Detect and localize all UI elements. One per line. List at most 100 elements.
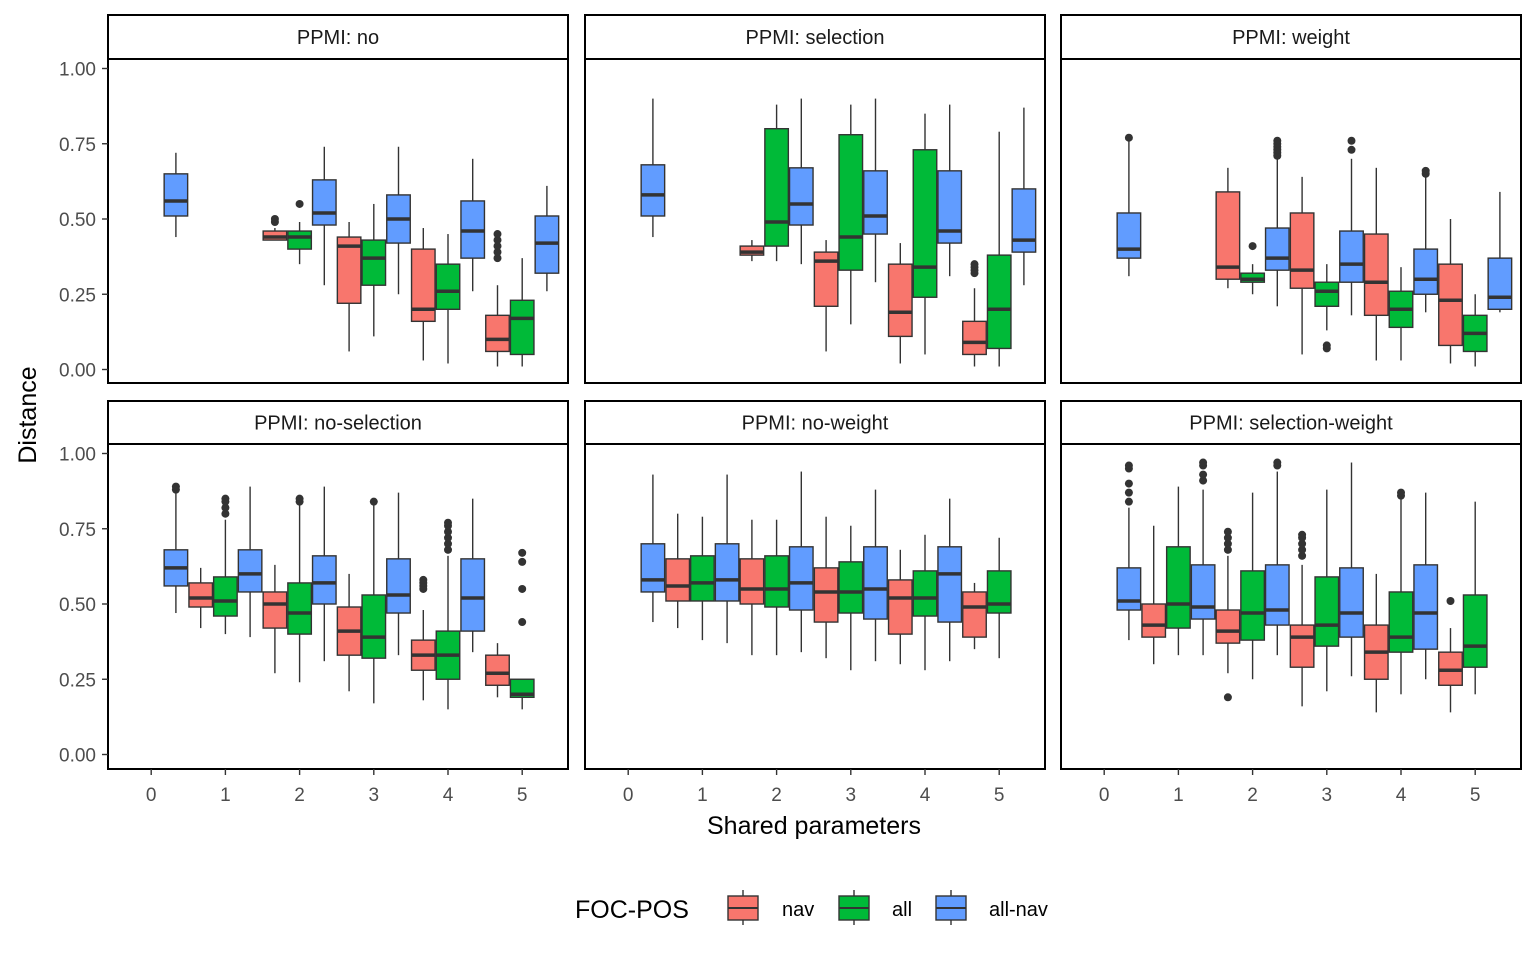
boxplot-all: [838, 104, 864, 325]
box-iqr: [962, 320, 987, 356]
box-iqr: [361, 594, 387, 659]
legend-label: all-nav: [989, 899, 1048, 921]
boxplot-all-nav: [163, 482, 189, 614]
box-iqr: [962, 591, 987, 638]
boxplot-all: [287, 494, 313, 683]
boxplot-nav: [962, 260, 987, 367]
box-iqr: [1116, 567, 1142, 611]
box-iqr: [838, 134, 864, 271]
outlier-point: [1322, 341, 1331, 350]
outlier-point: [493, 248, 502, 257]
boxplot-all: [1240, 492, 1266, 680]
box-iqr: [813, 251, 839, 307]
boxplot-all: [764, 104, 790, 262]
boxplot-all: [1388, 267, 1414, 361]
boxplot-all-nav: [1011, 107, 1037, 286]
outlier-point: [444, 518, 452, 527]
boxplot-all-nav: [386, 492, 411, 656]
box-iqr: [163, 173, 189, 217]
boxplot-all-nav: [386, 146, 411, 295]
outlier-point: [1273, 136, 1282, 145]
box-iqr: [640, 543, 666, 593]
boxplot-nav: [813, 240, 839, 352]
outlier-point: [493, 254, 502, 263]
box-iqr: [937, 170, 963, 244]
box-iqr: [813, 567, 839, 623]
facet-title: PPMI: no-weight: [742, 413, 889, 435]
outlier-point: [518, 584, 527, 593]
boxplot-nav: [485, 643, 510, 698]
box-iqr: [1215, 609, 1241, 644]
box-iqr: [410, 248, 436, 323]
x-tick-label: 5: [1470, 785, 1481, 806]
x-tick-label: 3: [1322, 785, 1333, 806]
outlier-point: [270, 215, 279, 223]
boxplot-nav: [1438, 219, 1463, 364]
box-iqr: [1388, 591, 1414, 653]
boxplot-all-nav: [163, 152, 189, 238]
legend-label: nav: [782, 899, 814, 921]
boxplot-all-nav: [460, 158, 486, 292]
box-iqr: [788, 546, 814, 611]
boxplot-nav: [262, 215, 288, 241]
legend-key-all-nav: [935, 890, 967, 925]
boxplot-all-nav: [1487, 191, 1513, 313]
box-iqr: [435, 263, 461, 310]
boxplot-nav: [1289, 530, 1315, 707]
boxplot-all: [1388, 488, 1414, 695]
boxplot-all-nav: [1413, 166, 1439, 313]
outlier-point: [221, 494, 230, 503]
box-iqr: [262, 591, 288, 629]
y-tick-label: 0.00: [59, 746, 96, 767]
facet-panel: PPMI: weight: [1060, 14, 1522, 384]
y-tick-label: 0.50: [59, 210, 96, 231]
boxplot-nav: [1141, 525, 1167, 665]
outlier-point: [1199, 476, 1208, 485]
boxplot-all: [1462, 501, 1488, 695]
box-iqr: [863, 546, 888, 620]
boxplot-nav: [813, 516, 839, 659]
boxplot-all: [986, 537, 1012, 659]
boxplot-nav: [1289, 176, 1315, 355]
panel-border: [584, 58, 1046, 384]
box-iqr: [887, 263, 913, 338]
outlier-point: [1347, 145, 1356, 154]
y-tick-label: 0.25: [59, 670, 96, 691]
boxplot-all: [689, 516, 715, 641]
y-tick-label: 0.25: [59, 285, 96, 306]
boxplot-nav: [188, 567, 214, 629]
box-iqr: [1215, 191, 1241, 280]
x-tick-label: 3: [846, 785, 857, 806]
outlier-point: [1298, 551, 1307, 560]
box-iqr: [1264, 227, 1290, 271]
box-iqr: [986, 570, 1012, 614]
box-iqr: [1289, 212, 1315, 289]
x-tick-label: 5: [517, 785, 528, 806]
boxplot-nav: [739, 519, 765, 656]
x-tick-label: 0: [1099, 785, 1110, 806]
y-tick-label: 0.00: [59, 361, 96, 382]
boxplot-nav: [485, 230, 510, 367]
boxplot-nav: [1363, 573, 1389, 713]
outlier-point: [1273, 458, 1282, 467]
outlier-point: [1223, 693, 1232, 702]
boxplot-all-nav: [640, 98, 666, 238]
outlier-point: [1124, 461, 1133, 470]
box-iqr: [287, 230, 313, 250]
outlier-point: [295, 494, 304, 503]
boxplot-nav: [887, 549, 913, 665]
outlier-point: [221, 509, 230, 518]
box-iqr: [1116, 212, 1142, 259]
box-iqr: [386, 558, 411, 614]
facet-panel: PPMI: selection: [584, 14, 1046, 384]
boxplot-all: [1314, 264, 1340, 353]
box-iqr: [986, 254, 1012, 350]
legend-key-all: [838, 890, 870, 925]
boxplot-all: [361, 497, 387, 704]
boxplot-all: [509, 548, 535, 710]
box-iqr: [1141, 603, 1167, 638]
outlier-point: [444, 533, 452, 542]
facet-strip: [107, 14, 569, 60]
outlier-point: [493, 230, 502, 239]
box-iqr: [287, 582, 313, 635]
